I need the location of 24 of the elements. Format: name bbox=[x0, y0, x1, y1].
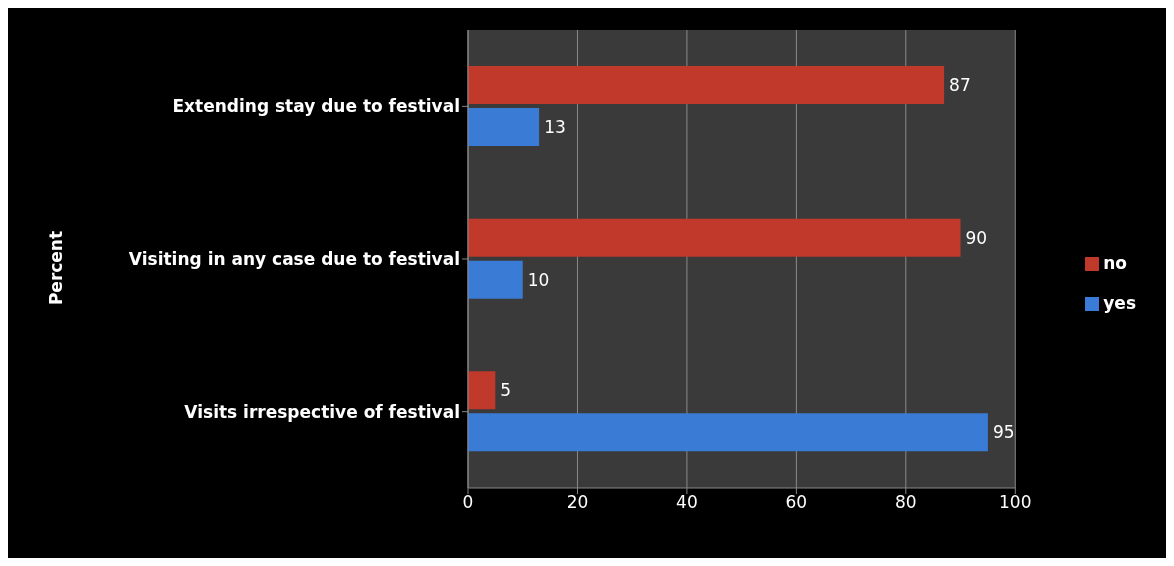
data-label: 13 bbox=[544, 117, 566, 138]
legend-label: no bbox=[1103, 253, 1128, 273]
data-label: 90 bbox=[965, 227, 988, 248]
legend-label: yes bbox=[1103, 293, 1136, 313]
bar bbox=[468, 260, 523, 299]
x-tick-label: 80 bbox=[894, 492, 917, 513]
data-label: 5 bbox=[500, 380, 512, 401]
data-label: 10 bbox=[527, 269, 550, 290]
bar bbox=[468, 108, 540, 146]
x-tick-label: 20 bbox=[566, 492, 589, 513]
x-tick-label: 100 bbox=[999, 492, 1032, 513]
y-axis-title: Percent bbox=[46, 230, 66, 306]
y-tick-label: Visits irrespective of festival bbox=[184, 401, 460, 422]
x-tick-label: 60 bbox=[785, 492, 808, 513]
data-label: 95 bbox=[992, 422, 1015, 443]
data-label: 87 bbox=[949, 75, 971, 96]
y-tick-label: Visiting in any case due to festival bbox=[128, 249, 460, 270]
y-tick-label: Extending stay due to festival bbox=[172, 96, 460, 117]
x-tick-label: 0 bbox=[462, 492, 474, 513]
bar bbox=[468, 413, 988, 452]
bar bbox=[468, 66, 945, 104]
bar bbox=[468, 218, 961, 257]
bar bbox=[468, 371, 496, 410]
x-tick-label: 40 bbox=[676, 492, 698, 513]
